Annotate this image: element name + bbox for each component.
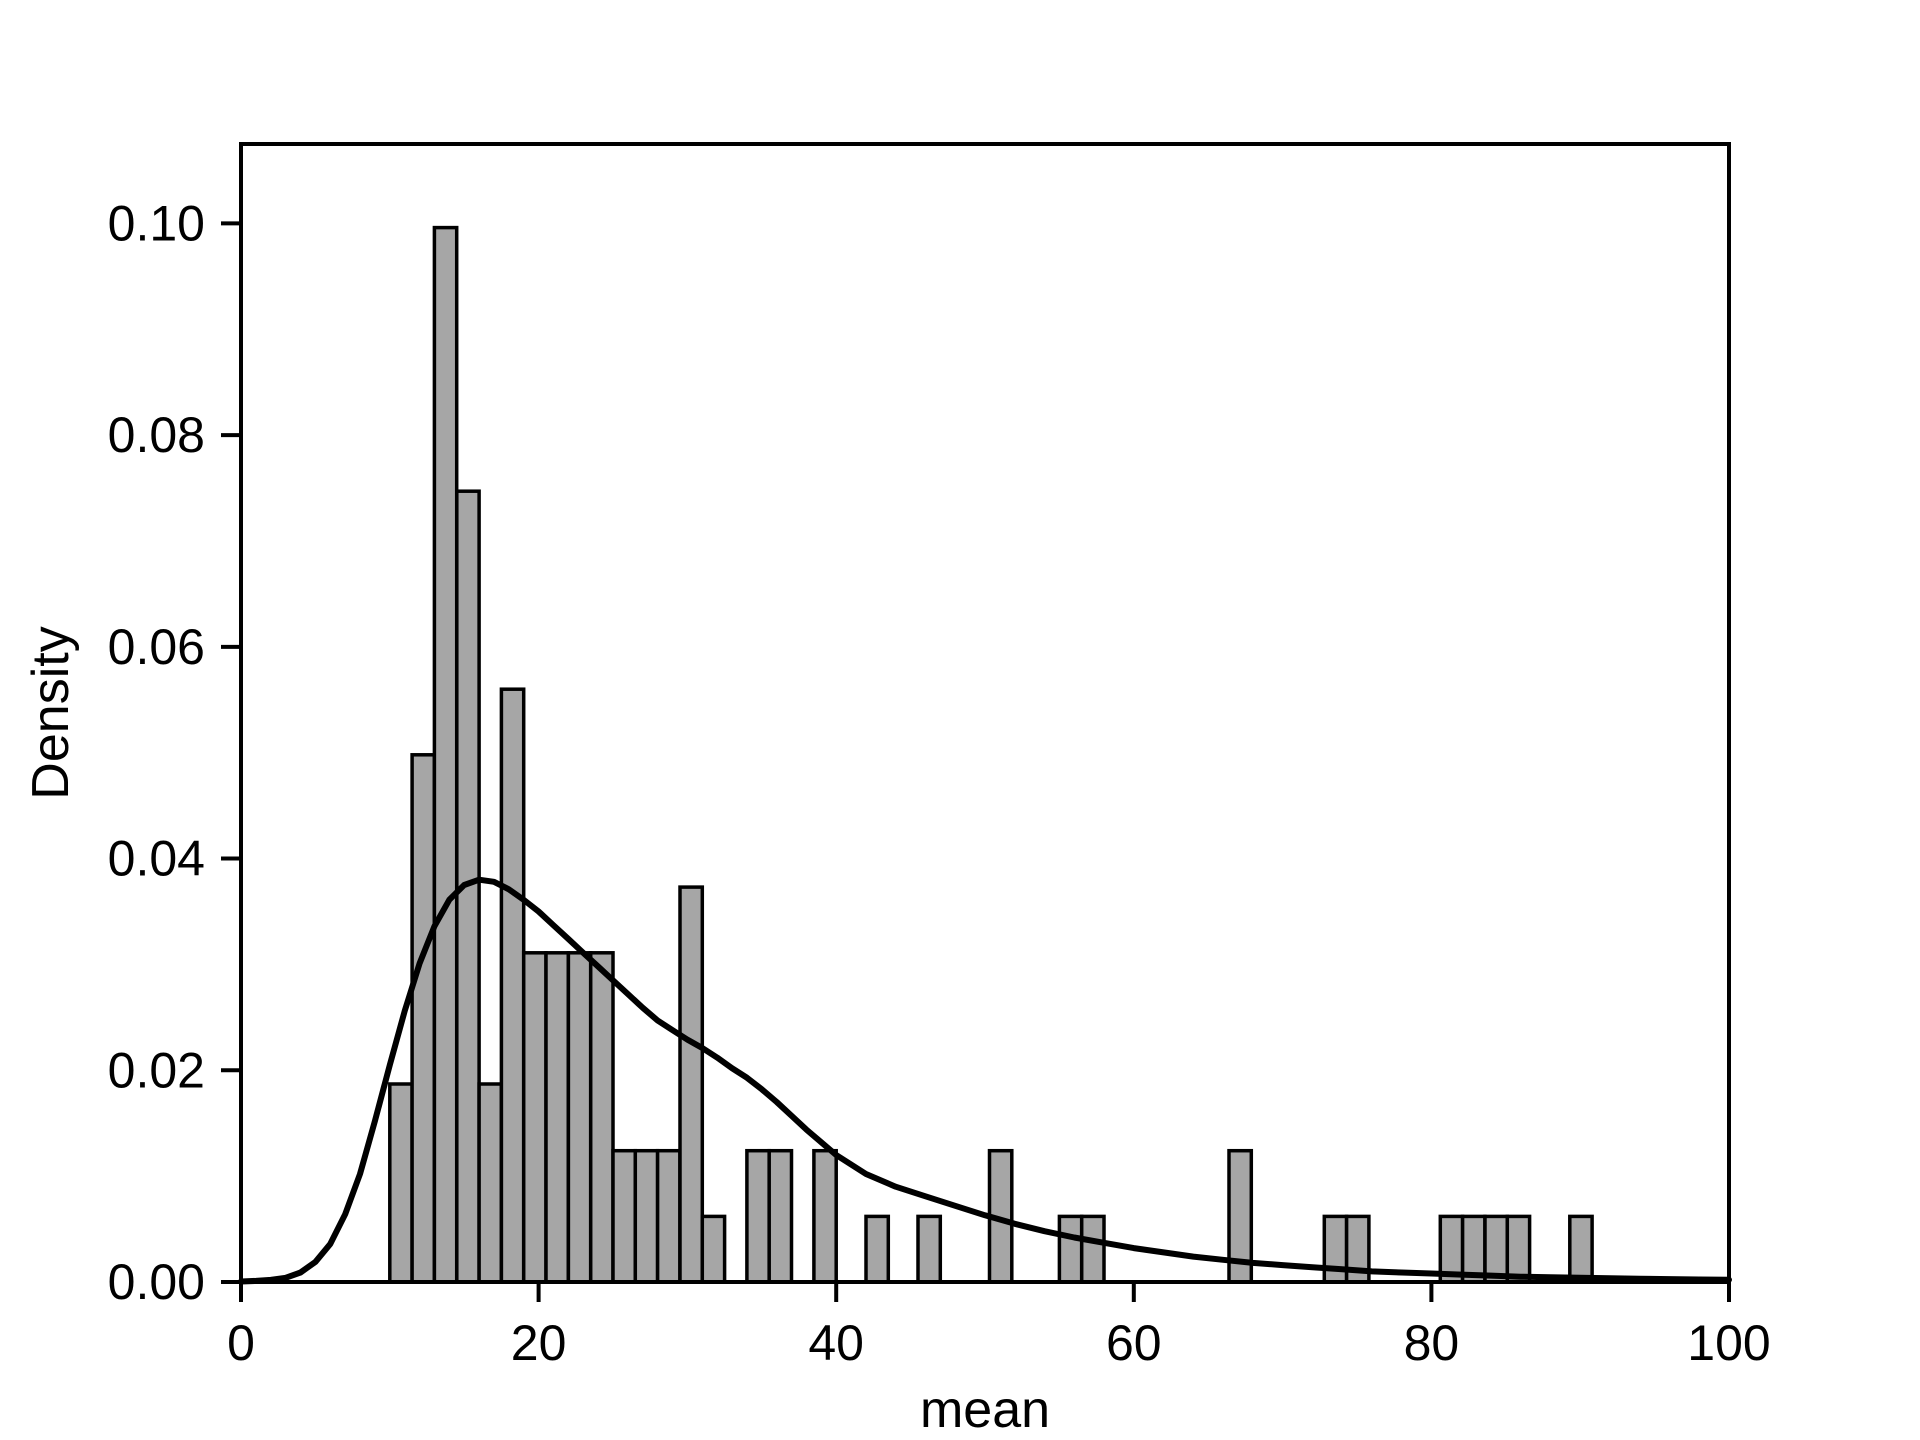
y-axis-ticks: 0.00 0.02 0.04 0.06 0.08 0.10 xyxy=(108,195,241,1310)
histogram-bar xyxy=(566,951,593,1284)
histogram-bar xyxy=(916,1214,943,1284)
histogram-bar xyxy=(1079,1214,1106,1284)
density-curve xyxy=(238,876,1732,1285)
histogram-bar xyxy=(1483,1214,1510,1284)
plot-border xyxy=(239,142,1731,1284)
x-tick-label: 0 xyxy=(227,1315,255,1371)
histogram-bar xyxy=(499,687,526,1284)
y-axis-label: Density xyxy=(22,626,80,799)
histogram-bar xyxy=(767,1148,794,1284)
histogram-bar xyxy=(633,1148,660,1284)
x-tick-label: 100 xyxy=(1687,1315,1770,1371)
histogram-bar xyxy=(655,1148,682,1284)
x-tick-label: 80 xyxy=(1404,1315,1460,1371)
histogram-bar xyxy=(1505,1214,1532,1284)
histogram-bar xyxy=(611,1148,638,1284)
y-tick-label: 0.02 xyxy=(108,1042,205,1098)
histogram-bar xyxy=(477,1082,504,1284)
histogram-bar xyxy=(521,951,548,1284)
y-tick-label: 0.00 xyxy=(108,1254,205,1310)
histogram-bar xyxy=(388,1082,414,1284)
y-tick-label: 0.10 xyxy=(108,195,205,251)
histogram-bar xyxy=(432,225,459,1284)
x-tick-label: 20 xyxy=(511,1315,567,1371)
histogram-bar xyxy=(700,1214,727,1284)
histogram-bar xyxy=(544,951,571,1284)
histogram-bar xyxy=(588,951,615,1284)
histogram-bar xyxy=(1568,1214,1594,1284)
y-tick-label: 0.08 xyxy=(108,407,205,463)
histogram-bar xyxy=(1057,1214,1084,1284)
x-tick-label: 60 xyxy=(1106,1315,1162,1371)
histogram-bars xyxy=(388,225,1594,1284)
histogram-bar xyxy=(678,885,705,1284)
histogram-bar xyxy=(812,1148,838,1284)
x-axis-label: mean xyxy=(920,1381,1050,1439)
x-axis-ticks: 0 20 40 60 80 100 xyxy=(227,1282,1771,1371)
y-tick-label: 0.06 xyxy=(108,619,205,675)
histogram-bar xyxy=(864,1214,891,1284)
histogram-bar xyxy=(410,753,437,1284)
histogram-bar xyxy=(745,1148,771,1284)
y-tick-label: 0.04 xyxy=(108,831,205,887)
x-tick-label: 40 xyxy=(808,1315,864,1371)
